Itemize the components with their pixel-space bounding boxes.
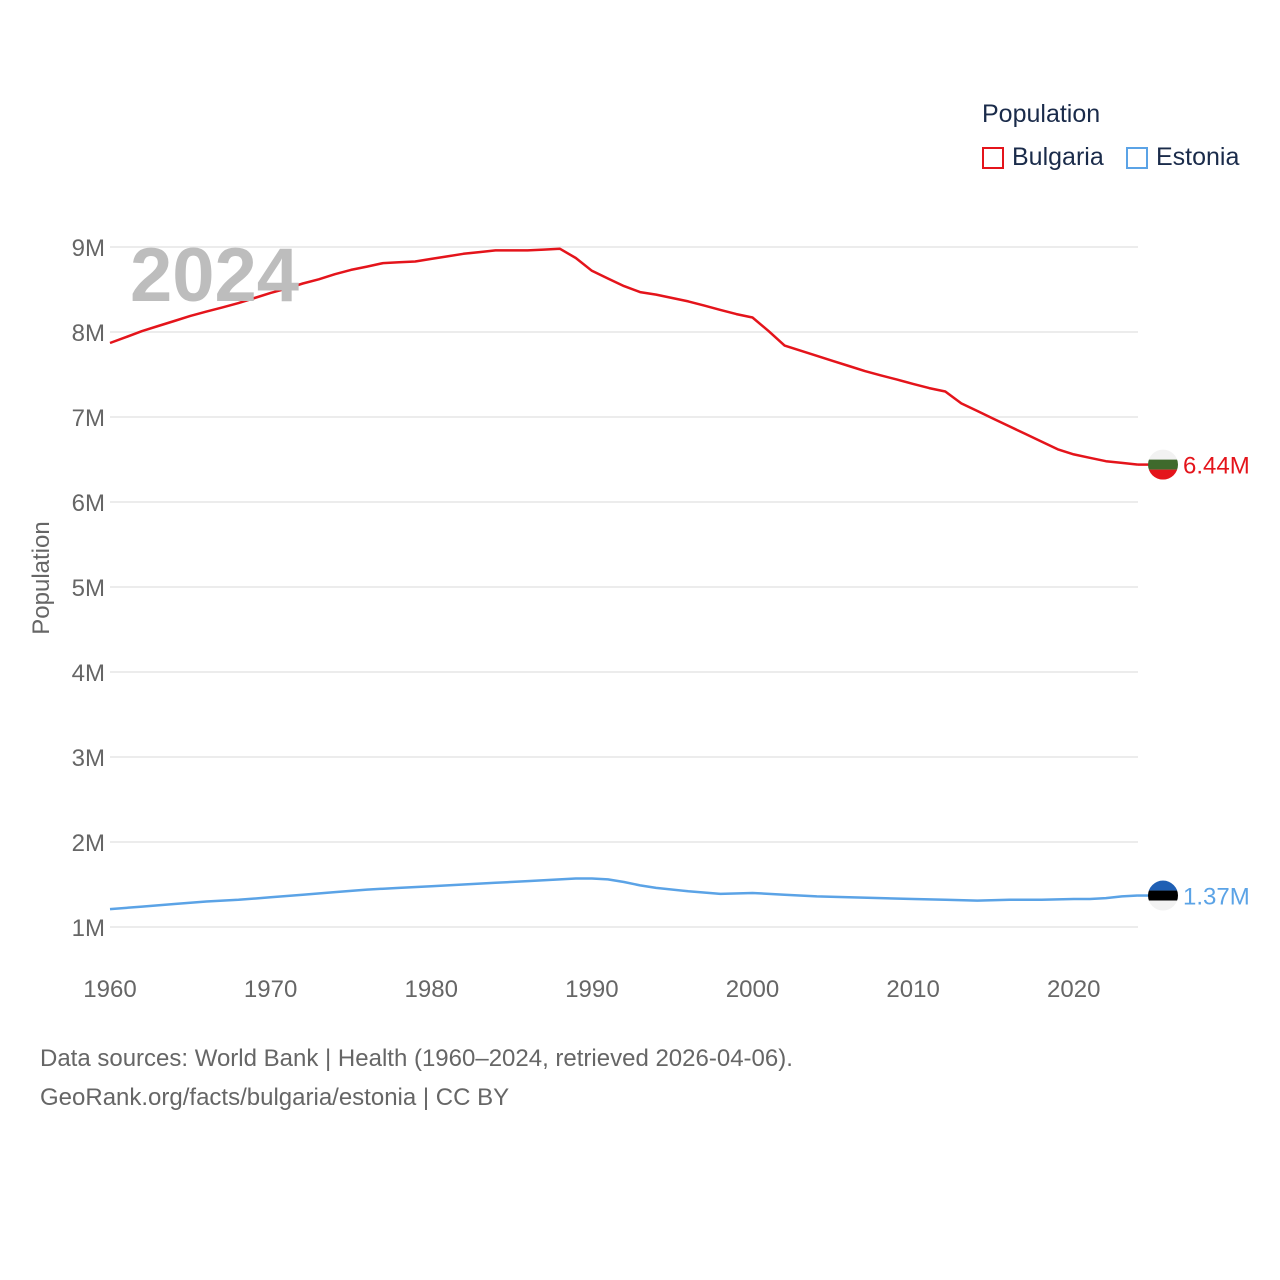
y-tick-label: 3M: [72, 745, 105, 772]
y-tick-label: 7M: [72, 405, 105, 432]
end-label-estonia: 1.37M: [1183, 884, 1250, 911]
x-tick-label: 2020: [1047, 976, 1100, 1003]
source-line-1: Data sources: World Bank | Health (1960–…: [40, 1045, 793, 1072]
y-tick-label: 9M: [72, 235, 105, 262]
y-axis-label: Population: [28, 521, 55, 635]
series-lines: [109, 247, 1139, 911]
end-label-bulgaria: 6.44M: [1183, 453, 1250, 480]
axis-ticks: 1M 2M 3M 4M 5M 6M 7M 8M 9M 1960 1970 1980 1990 2000 20…: [72, 235, 1101, 1003]
year-overlay: 2024: [130, 233, 300, 318]
x-tick-label: 1990: [565, 976, 618, 1003]
x-tick-label: 2010: [886, 976, 939, 1003]
legend-label-estonia: Estonia: [1156, 143, 1240, 171]
y-tick-label: 4M: [72, 660, 105, 687]
legend-item-bulgaria[interactable]: Bulgaria: [982, 143, 1104, 172]
flag-icon-estonia: [1148, 880, 1178, 911]
y-tick-label: 1M: [72, 915, 105, 942]
legend-label-bulgaria: Bulgaria: [1012, 143, 1104, 171]
x-tick-label: 1960: [83, 976, 136, 1003]
source-line-2[interactable]: GeoRank.org/facts/bulgaria/estonia | CC …: [40, 1084, 510, 1111]
legend-swatch-estonia: [1126, 146, 1148, 169]
legend-swatch-bulgaria: [982, 146, 1004, 169]
legend-title: Population: [982, 100, 1101, 128]
y-tick-label: 2M: [72, 830, 105, 857]
y-tick-label: 5M: [72, 575, 105, 602]
legend-item-estonia[interactable]: Estonia: [1126, 143, 1239, 172]
series-line-estonia[interactable]: [109, 877, 1139, 911]
grid-lines: [110, 246, 1138, 928]
series-line-bulgaria[interactable]: [109, 247, 1139, 466]
end-markers: 6.44M 1.37M: [1138, 449, 1250, 911]
y-tick-label: 8M: [72, 320, 105, 347]
x-tick-label: 1980: [405, 976, 458, 1003]
y-tick-label: 6M: [72, 490, 105, 517]
x-tick-label: 2000: [726, 976, 779, 1003]
x-tick-label: 1970: [244, 976, 297, 1003]
flag-icon-bulgaria: [1148, 449, 1178, 480]
